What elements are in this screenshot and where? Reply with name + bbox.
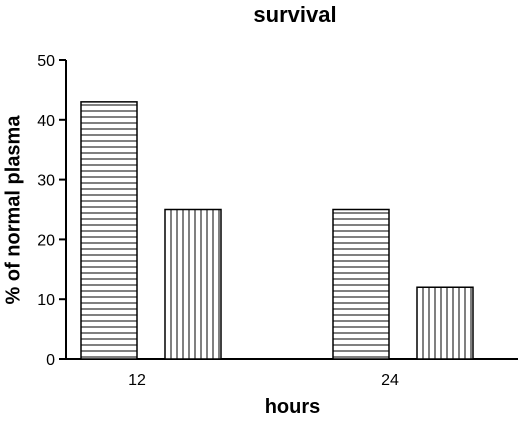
y-tick-label: 20 [37, 232, 55, 249]
bar [416, 286, 474, 360]
chart-title: survival [253, 2, 337, 27]
y-tick-label: 50 [37, 53, 55, 70]
bar [332, 208, 390, 360]
x-tick-label: 12 [128, 372, 146, 389]
bar [164, 208, 222, 360]
x-tick-label: 24 [381, 372, 399, 389]
bars-group [80, 101, 474, 360]
axes: 0 10 20 30 40 50 12 24 [37, 53, 518, 389]
y-tick-label: 30 [37, 173, 55, 190]
x-axis-label: hours [264, 396, 321, 418]
y-tick-label: 0 [46, 352, 55, 369]
bar [80, 101, 138, 360]
y-tick-label: 40 [37, 113, 55, 130]
y-tick-label: 10 [37, 292, 55, 309]
